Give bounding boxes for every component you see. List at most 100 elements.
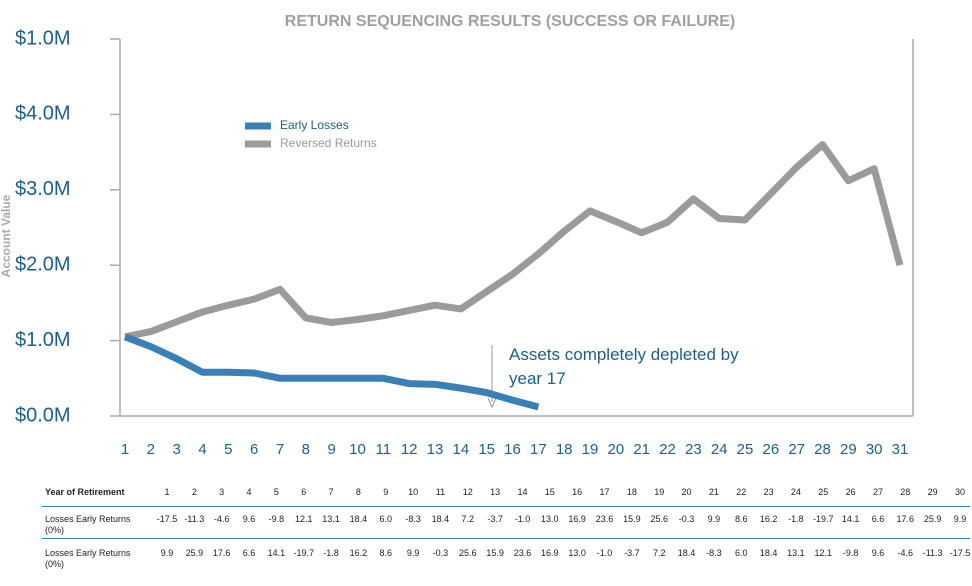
table-cell: 13.0 (568, 548, 586, 558)
table-cell: -19.7 (293, 548, 314, 558)
x-tick-label: 21 (633, 441, 650, 458)
table-cell: 23 (763, 487, 774, 497)
x-tick-label: 3 (172, 441, 180, 458)
table-cell: 13 (490, 487, 501, 497)
table-cell: 10 (408, 487, 419, 497)
table-cell: 23.6 (595, 514, 614, 524)
x-tick-label: 12 (401, 441, 418, 458)
x-tick-label: 9 (327, 441, 335, 458)
x-tick-label: 30 (866, 441, 883, 458)
table-cell: 25.9 (923, 514, 942, 524)
table-cell: 9.6 (871, 548, 885, 558)
x-tick-label: 15 (478, 441, 495, 458)
x-tick-label: 10 (349, 441, 366, 458)
x-tick-label: 18 (556, 441, 573, 458)
table-cell: 14.1 (841, 514, 860, 524)
y-tick-label: $0.0M (15, 404, 71, 426)
y-axis-label: Account Value (0, 194, 13, 277)
x-tick-label: 17 (530, 441, 547, 458)
table-cell: 7.2 (461, 514, 475, 524)
x-tick-label: 25 (737, 441, 754, 458)
table-cell: 24 (790, 487, 801, 497)
table-cell: 18 (626, 487, 637, 497)
table-cell: -3.7 (487, 514, 503, 524)
table-cell: 7 (328, 487, 334, 497)
table-cell: 23.6 (513, 548, 532, 558)
chart-title: RETURN SEQUENCING RESULTS (SUCCESS OR FA… (285, 13, 735, 30)
table-cell: 27 (872, 487, 883, 497)
table-cell: -4.6 (213, 514, 230, 524)
row-separator (42, 506, 970, 507)
table-cell: 25.6 (459, 548, 477, 558)
y-tick-label: $1.0M (15, 27, 71, 49)
table-cell: 8.6 (734, 514, 748, 524)
x-tick-label: 19 (582, 441, 599, 458)
table-cell: 25 (818, 487, 829, 497)
table-cell: -0.3 (678, 514, 695, 524)
row-label: Year of Retirement (45, 487, 125, 497)
table-cell: 16.2 (759, 514, 778, 524)
table-cell: 14.1 (267, 548, 286, 558)
table-cell: 1 (164, 487, 170, 497)
legend-label: Early Losses (280, 118, 349, 132)
table-cell: 13.1 (787, 548, 805, 558)
x-tick-label: 11 (376, 441, 392, 458)
table-cell: 11 (435, 487, 446, 497)
x-tick-label: 26 (762, 441, 779, 458)
table-cell: 21 (708, 487, 719, 497)
table-cell: 2 (191, 487, 197, 497)
table-cell: -17.5 (949, 548, 971, 558)
table-cell: 18.4 (759, 548, 778, 558)
x-tick-label: 27 (788, 441, 805, 458)
y-tick-label: $3.0M (15, 178, 71, 200)
table-cell: 18.4 (677, 548, 696, 558)
table-cell: 6.6 (242, 548, 256, 558)
annotation-arrowhead (487, 397, 497, 409)
table-cell: 30 (954, 487, 966, 497)
table-cell: 14 (517, 487, 528, 497)
chart: RETURN SEQUENCING RESULTS (SUCCESS OR FA… (0, 13, 914, 458)
table-cell: 25.9 (185, 548, 204, 558)
x-tick-label: 4 (198, 441, 206, 458)
table-cell: 8.6 (379, 548, 393, 558)
table-cell: 16.9 (541, 548, 559, 558)
table-cell: 26 (845, 487, 856, 497)
table-cell: -1.0 (596, 548, 613, 558)
row-separator (42, 538, 970, 539)
table-cell: -9.8 (842, 548, 859, 558)
table-cell: 7.2 (652, 548, 666, 558)
table-cell: 29 (927, 487, 938, 497)
table-cell: 3 (219, 487, 225, 497)
x-tick-label: 1 (121, 441, 129, 458)
line-series (123, 333, 540, 411)
x-tick-label: 23 (685, 441, 702, 458)
table-cell: -11.3 (922, 548, 943, 558)
table-cell: 18.4 (349, 514, 368, 524)
table-cell: 28 (900, 487, 911, 497)
table-cell: -8.3 (706, 548, 722, 558)
table-cell: 16.9 (568, 514, 586, 524)
table-cell: 6 (301, 487, 307, 497)
table-cell: 9.6 (242, 514, 256, 524)
x-tick-label: 29 (840, 441, 857, 458)
table-cell: -9.8 (268, 514, 285, 524)
x-tick-label: 20 (607, 441, 624, 458)
table-cell: 15 (544, 487, 555, 497)
table-cell: 16.2 (349, 548, 368, 558)
table-cell: 22 (736, 487, 747, 497)
x-tick-label: 31 (892, 441, 909, 458)
table-cell: 9.9 (707, 514, 721, 524)
table-cell: 20 (681, 487, 692, 497)
x-tick-label: 7 (276, 441, 284, 458)
table-cell: 18.4 (431, 514, 450, 524)
table-cell: 17.6 (212, 548, 231, 558)
table-cell: 17 (599, 487, 610, 497)
table-cell: 25.6 (650, 514, 668, 524)
y-tick-label: $1.0M (15, 329, 71, 351)
x-tick-label: 22 (659, 441, 676, 458)
row-label: Losses Early Returns (0%) (45, 548, 131, 569)
x-tick-label: 16 (504, 441, 521, 458)
table-cell: 9.9 (406, 548, 420, 558)
table-cell: 6.0 (379, 514, 393, 524)
